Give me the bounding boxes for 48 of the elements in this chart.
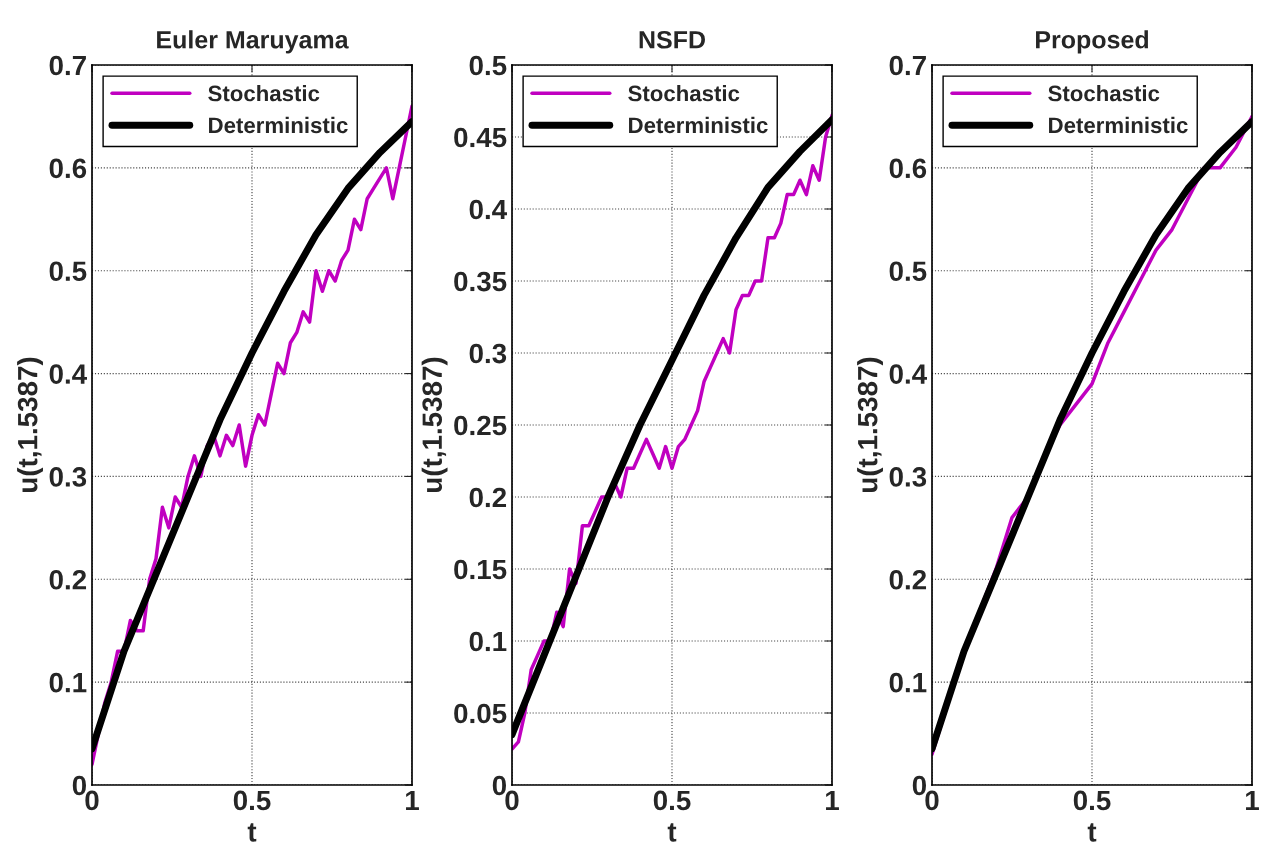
legend-label: Deterministic bbox=[629, 116, 768, 134]
chart-title: Proposed bbox=[1036, 30, 1148, 54]
y-tick-label: 0.15 bbox=[454, 559, 507, 580]
y-tick-label: 0.1 bbox=[49, 672, 87, 693]
legend-label: Deterministic bbox=[1049, 116, 1188, 134]
y-tick-label: 0.7 bbox=[49, 55, 86, 76]
y-tick-label: 0.5 bbox=[889, 261, 927, 282]
x-axis-title: t bbox=[667, 823, 677, 842]
y-tick-label: 0.45 bbox=[454, 127, 507, 148]
y-tick-label: 0 bbox=[72, 775, 86, 796]
x-axis-title: t bbox=[1087, 823, 1097, 842]
y-tick-label: 0.5 bbox=[49, 261, 87, 282]
y-tick-label: 0.3 bbox=[889, 467, 927, 487]
chart-title: Euler Maruyama bbox=[157, 30, 349, 54]
x-tick-label: 0.5 bbox=[233, 790, 271, 811]
x-axis-title: t bbox=[247, 823, 257, 842]
legend-label: Stochastic bbox=[628, 85, 740, 102]
legend-label: Stochastic bbox=[208, 85, 320, 102]
y-axis-title: u(t,1.5387) bbox=[421, 357, 448, 492]
x-tick-label: 1 bbox=[406, 790, 419, 810]
y-tick-label: 0.4 bbox=[469, 199, 507, 220]
y-tick-label: 0.2 bbox=[469, 487, 507, 508]
chart-title: NSFD bbox=[639, 30, 705, 49]
y-tick-label: 0.35 bbox=[454, 271, 507, 292]
y-tick-label: 0.1 bbox=[469, 631, 507, 652]
y-tick-label: 0.3 bbox=[49, 467, 87, 487]
y-tick-label: 0.2 bbox=[49, 569, 87, 590]
y-tick-label: 0.6 bbox=[889, 158, 927, 179]
y-tick-label: 0.4 bbox=[889, 364, 927, 384]
y-tick-label: 0.6 bbox=[49, 158, 87, 179]
legend-label: Stochastic bbox=[1048, 85, 1160, 102]
y-axis-title: u(t,1.5387) bbox=[17, 357, 43, 492]
x-tick-label: 1 bbox=[826, 790, 839, 810]
y-tick-label: 0.5 bbox=[469, 55, 507, 76]
y-tick-label: 0.3 bbox=[469, 343, 507, 364]
x-tick-label: 0.5 bbox=[1073, 790, 1111, 811]
y-tick-label: 0.05 bbox=[454, 703, 507, 724]
legend-label: Deterministic bbox=[209, 116, 348, 134]
x-tick-label: 1 bbox=[1246, 790, 1259, 810]
y-tick-label: 0.25 bbox=[454, 415, 507, 436]
y-tick-label: 0.4 bbox=[49, 364, 87, 384]
y-tick-label: 0 bbox=[492, 775, 506, 796]
y-tick-label: 0.2 bbox=[889, 569, 927, 590]
y-tick-label: 0.7 bbox=[889, 55, 926, 76]
y-tick-label: 0 bbox=[912, 775, 926, 796]
y-axis-title: u(t,1.5387) bbox=[857, 357, 883, 492]
y-tick-label: 0.1 bbox=[889, 672, 927, 693]
x-tick-label: 0.5 bbox=[653, 790, 691, 811]
